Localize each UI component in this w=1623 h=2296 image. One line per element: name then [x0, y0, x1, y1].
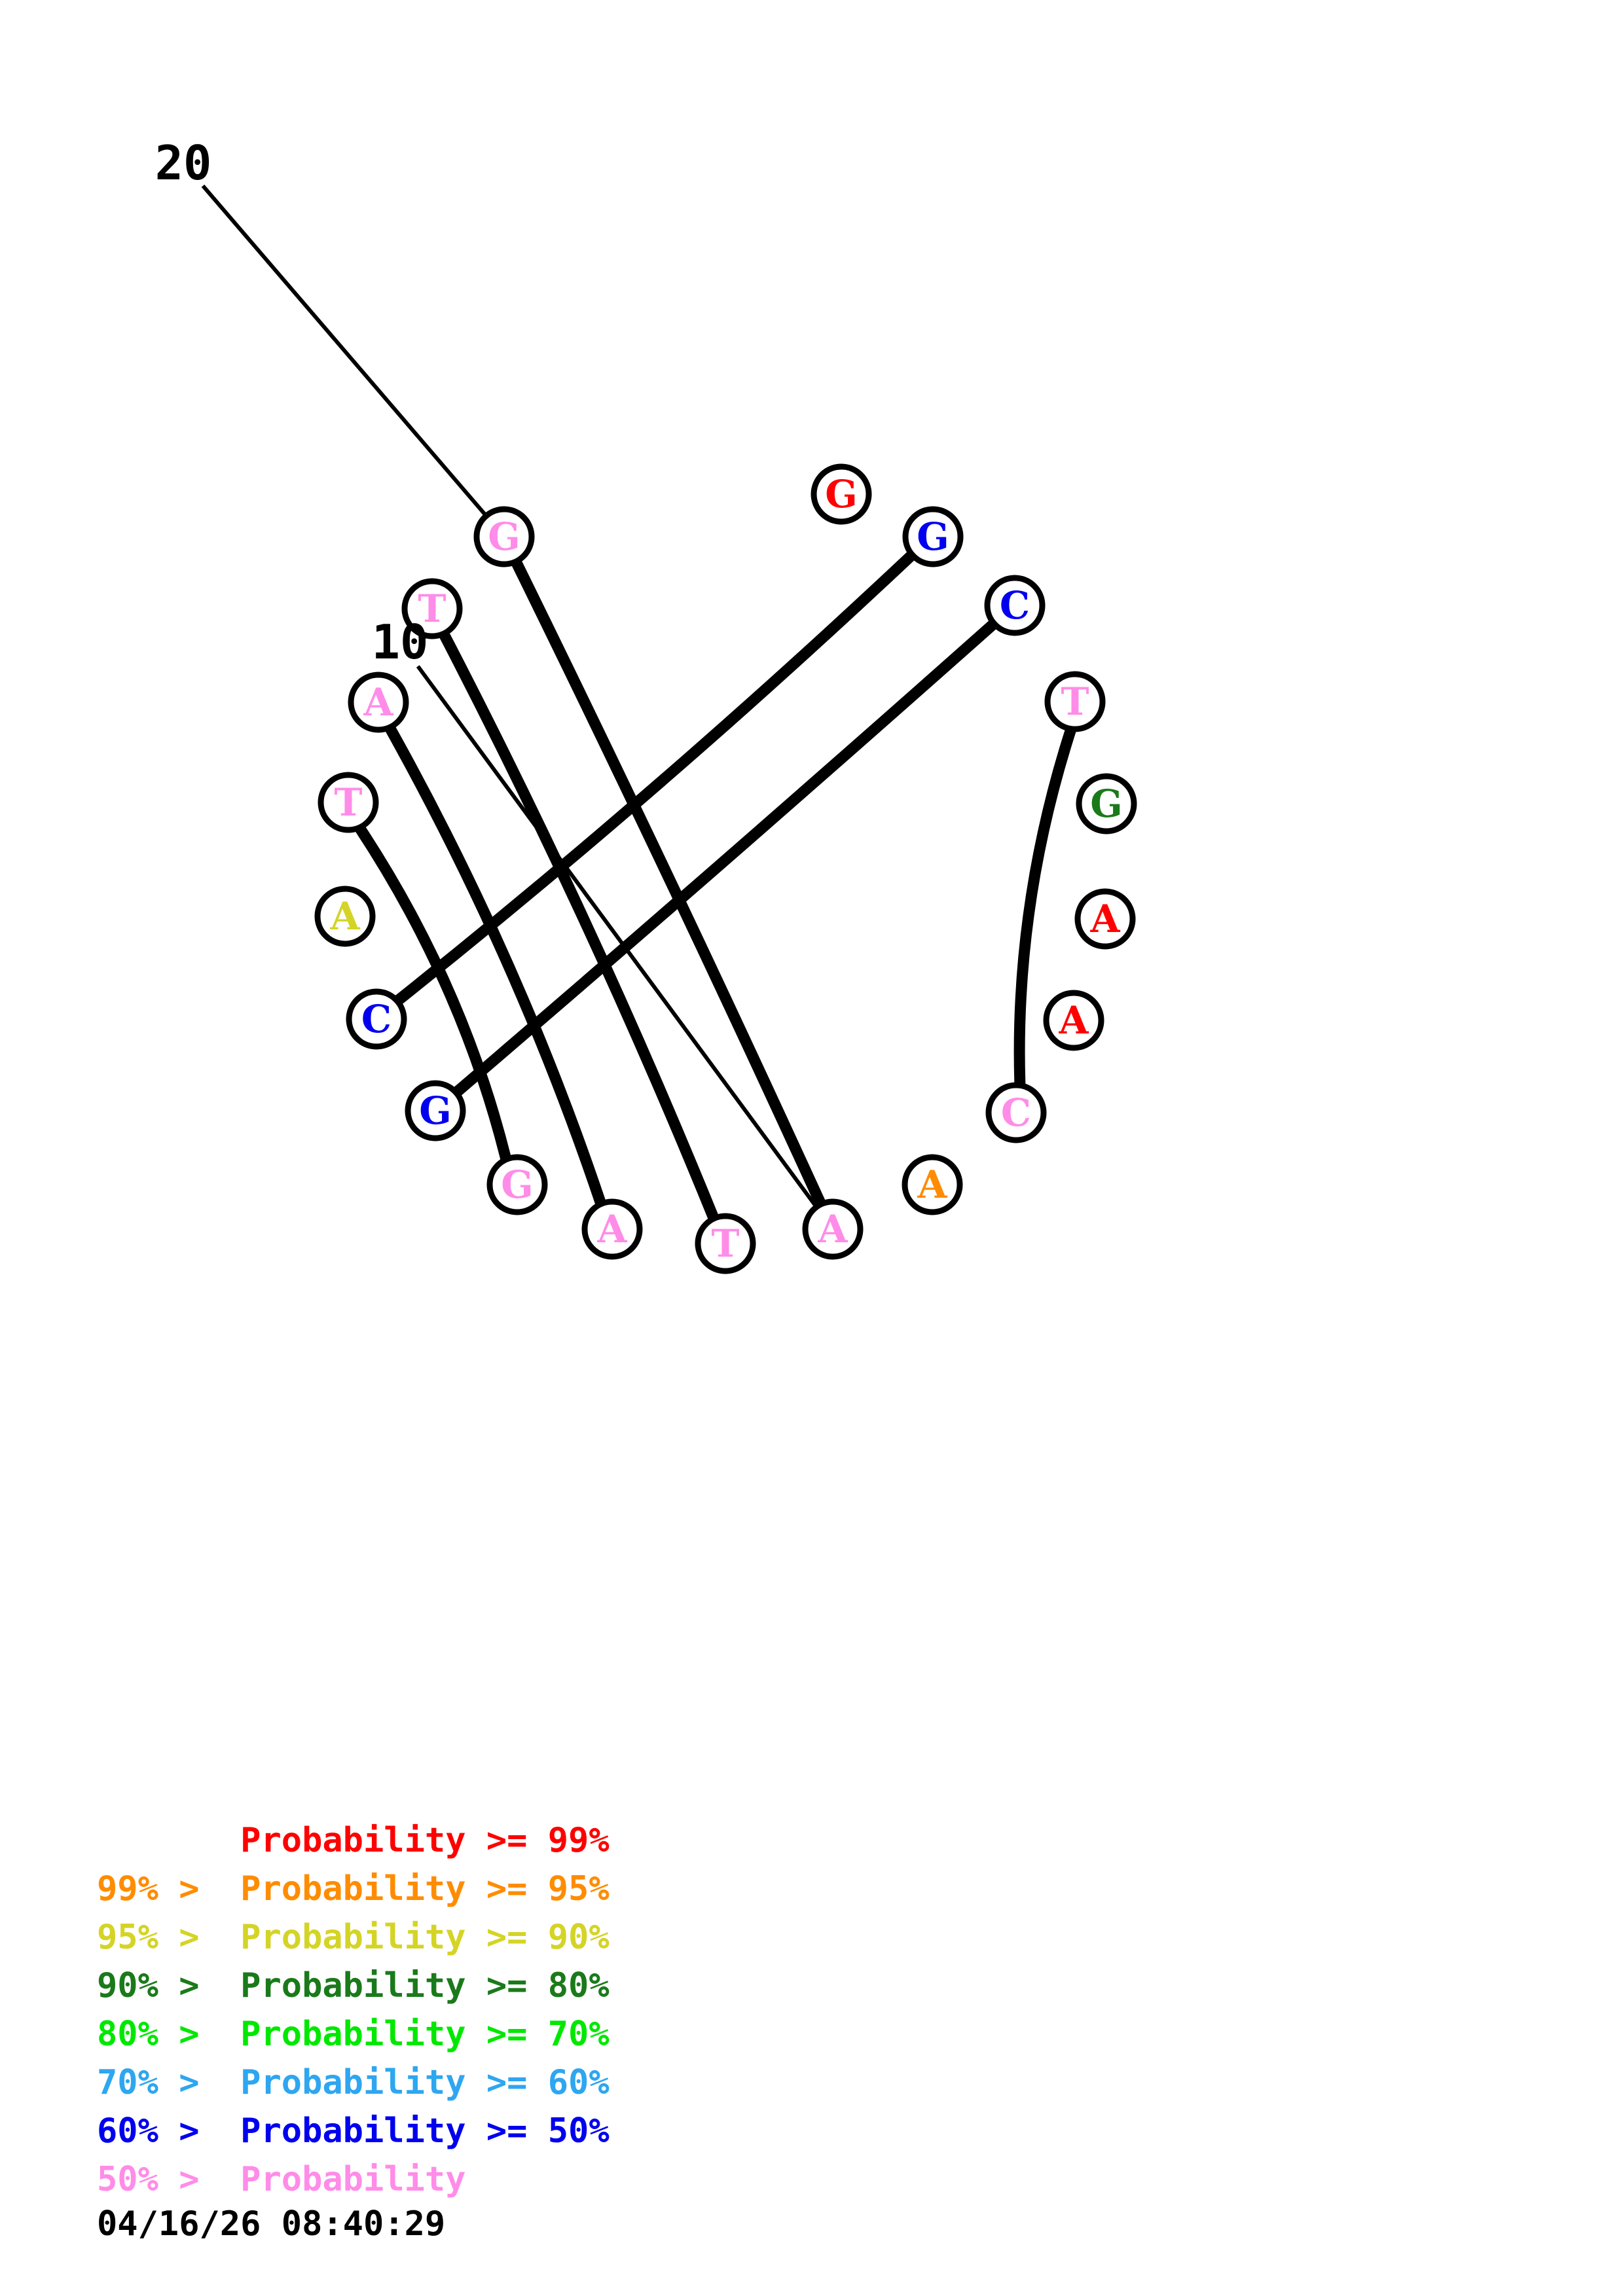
nucleotide-circle — [346, 988, 407, 1050]
nucleotide-base-letter: A — [917, 1162, 947, 1207]
nucleotide-base-letter: T — [1061, 679, 1089, 724]
nucleotide-circle — [902, 1154, 963, 1215]
nucleotide-base-letter: C — [1001, 1090, 1031, 1135]
nucleotide-circle — [1043, 990, 1104, 1051]
legend-row-4: 80% > Probability >= 70% — [97, 2015, 610, 2054]
position-label-leaders-group — [201, 184, 818, 1208]
nucleotide-node[interactable]: A — [581, 1198, 643, 1260]
nucleotide-circle — [1074, 888, 1136, 950]
nucleotide-circle — [581, 1198, 643, 1260]
base-pair-bonds-group — [354, 549, 1077, 1225]
nucleotide-base-letter: T — [711, 1221, 739, 1266]
nucleotide-circle — [1076, 773, 1137, 834]
nucleotide-circle — [348, 672, 409, 733]
legend-row-6: 60% > Probability >= 50% — [97, 2111, 610, 2151]
nucleotide-circle — [401, 578, 463, 639]
nucleotide-node[interactable]: A — [802, 1198, 864, 1260]
nucleotide-node[interactable]: T — [401, 578, 463, 639]
nucleotide-base-letter: G — [501, 1162, 534, 1207]
nucleotide-base-letter: T — [418, 586, 446, 631]
nucleotide-node[interactable]: C — [985, 1082, 1047, 1143]
nucleotide-base-letter: G — [419, 1088, 452, 1133]
nucleotide-node[interactable]: T — [318, 772, 379, 833]
nucleotide-node[interactable]: A — [314, 886, 376, 947]
nucleotide-base-letter: A — [817, 1207, 848, 1251]
nucleotide-node[interactable]: G — [405, 1080, 466, 1141]
base-pair-bond — [1013, 723, 1077, 1091]
nucleotide-node[interactable]: A — [902, 1154, 963, 1215]
nucleotide-node[interactable]: C — [984, 575, 1046, 636]
nucleotide-base-letter: G — [488, 514, 520, 559]
legend-row-2: 95% > Probability >= 90% — [97, 1918, 610, 1957]
timestamp: 04/16/26 08:40:29 — [97, 2204, 446, 2244]
nucleotide-circle — [314, 886, 376, 947]
position-label: 20 — [155, 135, 212, 190]
base-pair-bond — [510, 556, 827, 1210]
probability-legend: Probability >= 99% 99% > Probability >= 9… — [97, 1816, 610, 2204]
nucleotide-circle — [405, 1080, 466, 1141]
nucleotide-base-letter: G — [1090, 781, 1123, 826]
nucleotide-node[interactable]: A — [1074, 888, 1136, 950]
nucleotide-circle — [695, 1213, 756, 1274]
nucleotide-circle — [802, 1198, 864, 1260]
nucleotide-base-letter: A — [596, 1207, 627, 1251]
nucleotide-circle — [985, 1082, 1047, 1143]
legend-row-7: 50% > Probability — [97, 2160, 466, 2199]
nucleotide-node[interactable]: T — [695, 1213, 756, 1274]
nucleotide-node[interactable]: G — [473, 506, 535, 567]
nucleotide-node[interactable]: G — [902, 506, 964, 567]
nucleotide-node[interactable]: C — [346, 988, 407, 1050]
position-label: 10 — [372, 615, 429, 670]
base-pair-bond — [384, 721, 607, 1210]
nucleotide-node[interactable]: G — [1076, 773, 1137, 834]
base-pair-bond — [438, 628, 720, 1225]
legend-row-3: 90% > Probability >= 80% — [97, 1966, 610, 2005]
nucleotide-node[interactable]: G — [811, 463, 872, 525]
legend-row-5: 70% > Probability >= 60% — [97, 2063, 610, 2102]
nucleotide-base-letter: C — [361, 997, 392, 1041]
nucleotide-node[interactable]: G — [486, 1154, 548, 1215]
nucleotide-base-letter: A — [1089, 897, 1120, 941]
nucleotide-base-letter: A — [329, 894, 360, 939]
legend-row-0: Probability >= 99% — [97, 1821, 610, 1860]
nucleotide-base-letter: C — [1000, 583, 1030, 628]
position-label-leader-line — [416, 665, 818, 1208]
nucleotide-circle — [486, 1154, 548, 1215]
nucleotide-base-letter: T — [334, 780, 362, 825]
legend-row-1: 99% > Probability >= 95% — [97, 1869, 610, 1909]
base-pair-bond — [450, 618, 1000, 1098]
base-pair-bond — [392, 549, 918, 1007]
nucleotide-node[interactable]: A — [1043, 990, 1104, 1051]
nucleotide-base-letter: G — [825, 472, 858, 516]
nucleotide-circle — [902, 506, 964, 567]
nucleotide-circle — [1044, 671, 1106, 732]
nucleotide-node[interactable]: A — [348, 672, 409, 733]
nucleotide-circle — [318, 772, 379, 833]
base-pair-bond — [354, 821, 512, 1166]
nucleotide-base-letter: A — [1058, 998, 1089, 1043]
nucleotide-circle — [984, 575, 1046, 636]
nucleotide-base-letter: A — [363, 680, 393, 725]
nucleotide-circle — [811, 463, 872, 525]
nucleotide-node[interactable]: T — [1044, 671, 1106, 732]
position-label-leader-line — [201, 184, 488, 518]
nucleotide-base-letter: G — [917, 514, 949, 559]
nucleotide-circle — [473, 506, 535, 567]
